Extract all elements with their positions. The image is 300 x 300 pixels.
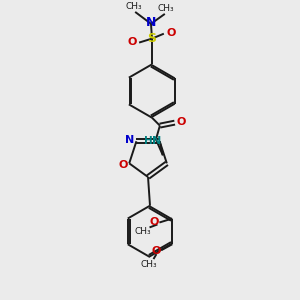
Text: H: H (144, 136, 152, 146)
Text: O: O (150, 217, 159, 226)
Text: O: O (152, 246, 161, 256)
Text: O: O (118, 160, 128, 170)
Text: O: O (166, 28, 176, 38)
Text: N: N (125, 135, 134, 145)
Text: CH₃: CH₃ (126, 2, 142, 11)
Text: N: N (146, 16, 156, 29)
Text: O: O (177, 117, 186, 127)
Text: CH₃: CH₃ (140, 260, 157, 269)
Text: N: N (152, 136, 161, 146)
Text: CH₃: CH₃ (134, 227, 151, 236)
Text: S: S (148, 32, 157, 45)
Text: O: O (128, 37, 137, 46)
Text: CH₃: CH₃ (158, 4, 174, 14)
